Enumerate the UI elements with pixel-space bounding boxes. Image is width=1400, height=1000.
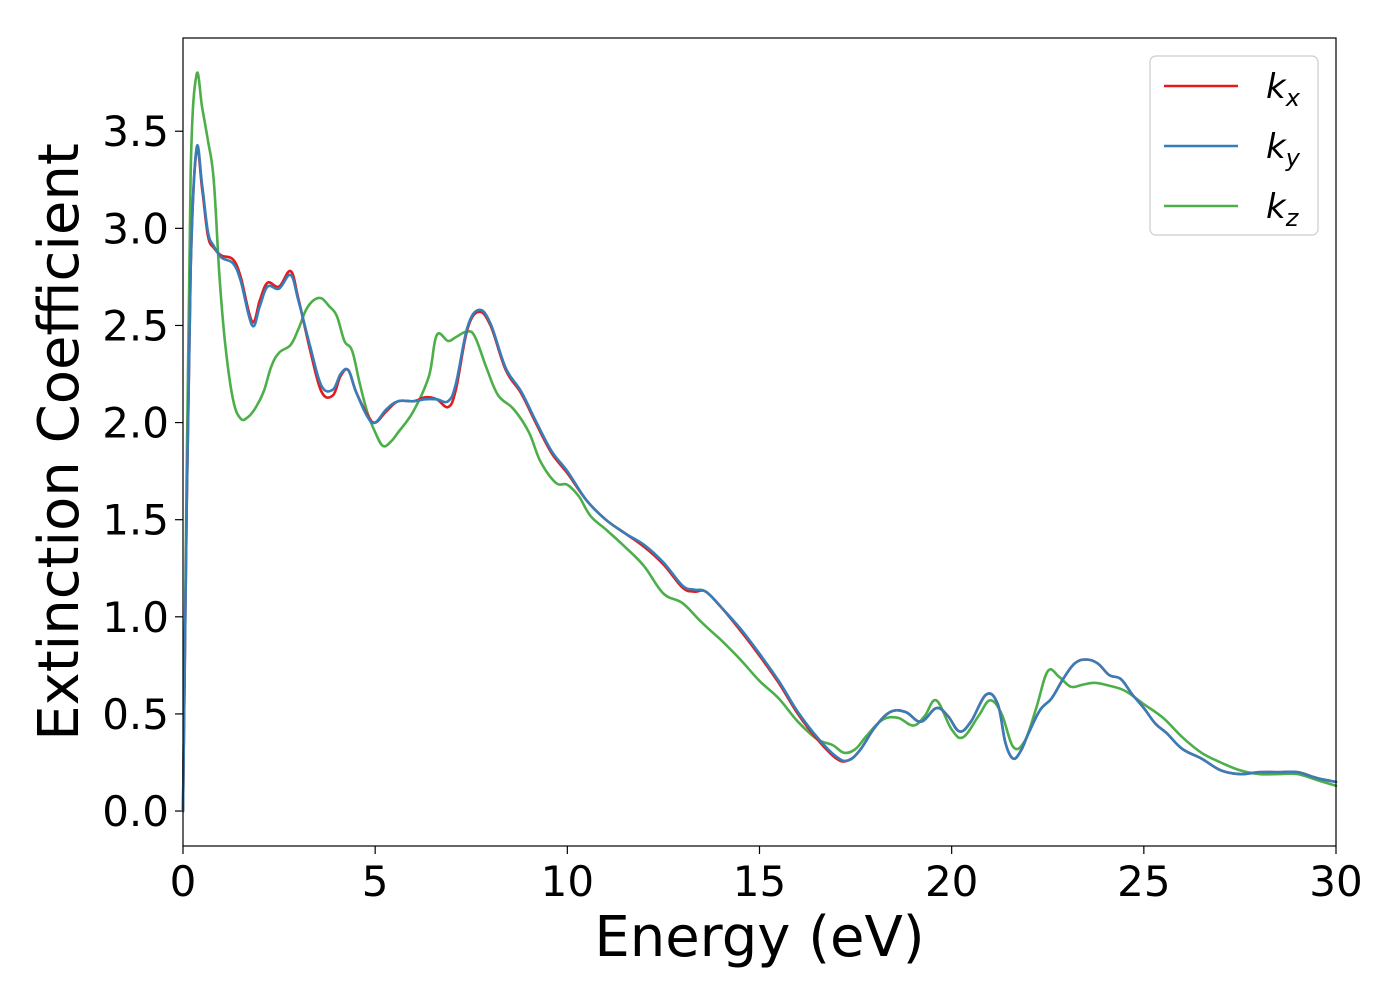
y-tick-label: 2.5 bbox=[102, 301, 169, 350]
x-axis-label: Energy (eV) bbox=[594, 905, 924, 970]
series-line-kx bbox=[181, 146, 1338, 813]
legend-label-kz: kz bbox=[1266, 187, 1300, 232]
x-tick-label: 30 bbox=[1309, 857, 1362, 906]
y-tick-label: 0.0 bbox=[102, 787, 169, 836]
y-tick-label: 3.5 bbox=[102, 107, 169, 156]
y-tick-label: 1.0 bbox=[102, 593, 169, 642]
plot-frame bbox=[182, 37, 1337, 847]
series-line-ky bbox=[181, 144, 1338, 813]
x-tick-label: 20 bbox=[925, 857, 978, 906]
legend: kx ky kz bbox=[1149, 55, 1319, 236]
x-tick-label: 5 bbox=[362, 857, 389, 906]
y-tick-label: 0.5 bbox=[102, 690, 169, 739]
ticks-layer: 0 5 10 15 20 25 30 0.0 0.5 1.0 1.5 2.0 2.5 3.0 3.5 bbox=[102, 107, 1363, 906]
x-tick-label: 0 bbox=[170, 857, 197, 906]
legend-label-ky: ky bbox=[1266, 127, 1301, 172]
y-tick-label: 1.5 bbox=[102, 496, 169, 545]
x-tick-label: 10 bbox=[541, 857, 594, 906]
series-layer bbox=[181, 71, 1338, 813]
y-axis-label: Extinction Coefficient bbox=[27, 143, 92, 741]
x-tick-label: 15 bbox=[733, 857, 786, 906]
y-tick-label: 2.0 bbox=[102, 399, 169, 448]
x-tick-label: 25 bbox=[1117, 857, 1170, 906]
legend-label-kx: kx bbox=[1266, 67, 1301, 112]
y-tick-label: 3.0 bbox=[102, 204, 169, 253]
series-line-kz bbox=[181, 71, 1338, 813]
